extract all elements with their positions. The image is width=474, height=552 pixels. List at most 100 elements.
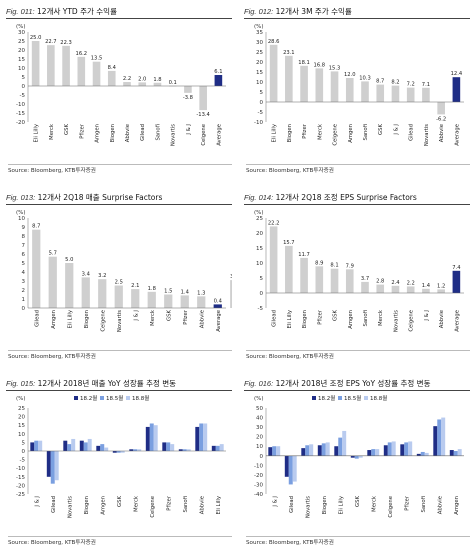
bar	[272, 446, 277, 456]
bar	[63, 440, 68, 451]
legend-label: 18.8월	[370, 394, 387, 402]
x-tick-label: Eli Lilly	[287, 310, 293, 328]
data-label: 2.2	[123, 76, 131, 82]
bar	[184, 86, 192, 93]
x-tick-label: GSK	[333, 309, 339, 320]
bar	[424, 452, 429, 456]
y-tick-label: 3	[22, 279, 26, 285]
x-tick-label: Sanofi	[363, 124, 369, 141]
source-note: Source: Bloomberg, KTB투자증권	[8, 536, 232, 548]
y-unit-label: (%)	[16, 210, 26, 216]
bar	[354, 455, 359, 459]
y-tick-label: 20	[18, 48, 25, 54]
y-tick-label: 7	[22, 243, 26, 249]
x-tick-label: Celgene	[388, 496, 394, 518]
bar	[420, 451, 425, 456]
bar	[371, 449, 376, 456]
bar	[269, 226, 278, 293]
chart-title-text: 12개사 YTD 주가 수익률	[37, 7, 117, 16]
bar	[383, 445, 388, 456]
bar	[77, 56, 86, 86]
bar	[147, 291, 156, 308]
panel-fig-012: Fig. 012: 12개사 3M 주가 수익률 (%) -10 -5 0 5 10 15 2…	[244, 0, 470, 178]
data-label: 6.1	[214, 69, 222, 75]
y-tick-label: 10	[256, 80, 263, 86]
data-label: 1.4	[181, 289, 190, 295]
x-tick-label: Merck	[317, 123, 323, 140]
y-tick-label: 2	[22, 288, 26, 294]
x-tick-label: Average	[454, 310, 460, 332]
bar	[416, 453, 421, 456]
bar	[300, 257, 308, 293]
y-tick-label: 15	[18, 423, 25, 429]
x-tick-label: Eli Lilly	[272, 124, 278, 142]
data-label: 2.5	[115, 280, 123, 286]
data-label: -3.8	[183, 95, 193, 101]
bar	[315, 68, 324, 102]
data-label: 1.3	[197, 290, 205, 296]
y-tick-label: 8	[22, 234, 26, 240]
x-tick-label: Gilead	[289, 496, 295, 513]
data-label: 18.1	[298, 60, 310, 66]
x-tick-label: GSK	[355, 495, 361, 506]
bar	[375, 449, 380, 456]
bar	[268, 447, 273, 456]
x-tick-label: J & J	[393, 124, 399, 136]
legend-swatch	[364, 396, 368, 400]
bar	[211, 445, 216, 451]
bar	[325, 442, 330, 456]
chart-svg: (%) -40 -30 -20 -10 0 10 20 30 40 50 18.2월 18.5월 18.8…	[254, 394, 464, 518]
figure-number: Fig. 014:	[244, 193, 274, 202]
bar	[406, 286, 415, 293]
x-tick-label: Celgene	[201, 124, 207, 146]
y-tick-label: 25	[18, 406, 25, 412]
bar	[197, 296, 206, 308]
x-tick-label: Pfizer	[79, 123, 85, 139]
y-tick-label: 20	[256, 435, 263, 441]
y-tick-label: 5	[260, 90, 264, 96]
data-label: 25.0	[30, 35, 42, 41]
y-unit-label: (%)	[16, 396, 26, 402]
y-tick-label: -20	[16, 483, 25, 489]
chart-svg: (%) -20 -15 -10 -5 0 5 10 15 20 25 30 25.022.7 22.3 16…	[16, 24, 226, 146]
bar	[100, 444, 105, 451]
legend-label: 18.5월	[344, 394, 361, 402]
bar	[376, 84, 385, 102]
figure-number: Fig. 016:	[244, 379, 274, 388]
chart-title: Fig. 011: 12개사 YTD 주가 수익률	[6, 6, 232, 19]
x-tick-label: Novartis	[171, 124, 177, 146]
bar	[300, 65, 308, 102]
y-tick-label: 50	[256, 406, 263, 412]
x-tick-label: Eli Lilly	[216, 496, 222, 514]
bar	[315, 266, 324, 293]
x-tick-label: Average	[454, 124, 460, 146]
data-label: 1.8	[148, 286, 156, 292]
x-tick-label: Gilead	[272, 310, 278, 327]
legend-swatch	[74, 396, 78, 400]
bar	[361, 281, 369, 293]
x-tick-label: Pfizer	[166, 495, 172, 511]
data-label: 10.3	[359, 75, 371, 81]
legend-label: 18.2월	[80, 394, 97, 402]
x-tick-label: Merck	[378, 309, 384, 326]
x-tick-label: GSK	[378, 123, 384, 134]
data-label: 15.7	[283, 240, 295, 246]
y-tick-label: -25	[16, 492, 25, 498]
chart-title: Fig. 012: 12개사 3M 주가 수익률	[244, 6, 470, 19]
x-tick-label: Biogen	[110, 124, 116, 142]
data-label: 22.7	[45, 39, 57, 45]
y-tick-label: -5	[20, 93, 26, 99]
x-tick-label: Abbvie	[439, 124, 445, 142]
source-note: Source: Bloomberg, KTB투자증권	[246, 350, 470, 362]
x-tick-label: Abbvie	[439, 310, 445, 328]
y-tick-label: -10	[254, 120, 263, 126]
y-tick-label: 30	[256, 425, 263, 431]
x-tick-label: Biogen	[84, 310, 90, 328]
x-tick-label: Sanofi	[363, 310, 369, 327]
data-label: 7.2	[407, 82, 415, 88]
y-tick-label: 5	[260, 276, 264, 282]
bar	[449, 450, 454, 456]
y-tick-label: 5	[22, 75, 26, 81]
bar	[131, 289, 140, 308]
y-tick-label: 30	[18, 30, 25, 36]
